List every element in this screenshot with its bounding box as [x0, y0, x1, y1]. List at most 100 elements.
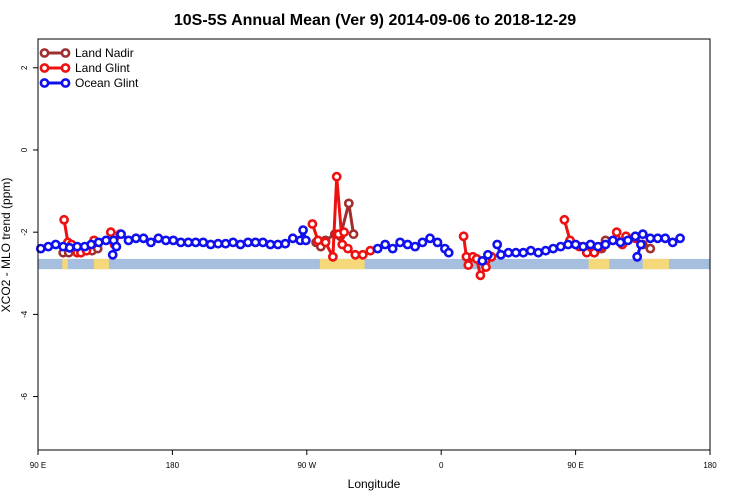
data-point	[72, 241, 83, 252]
data-point	[667, 237, 678, 248]
data-point	[153, 233, 164, 244]
y-tick-label: -2	[20, 228, 29, 236]
data-point	[475, 270, 486, 281]
data-point	[64, 242, 75, 253]
legend-label: Ocean Glint	[75, 76, 139, 90]
data-point	[593, 241, 603, 252]
data-point	[287, 233, 298, 244]
y-axis-label: XCO2 - MLO trend (ppm)	[0, 178, 13, 313]
data-point	[548, 243, 559, 254]
data-point	[611, 227, 622, 238]
series-ocean-glint	[35, 225, 685, 266]
data-point	[168, 235, 179, 246]
y-tick-label: 0	[20, 147, 29, 152]
data-point	[432, 237, 443, 248]
data-point	[463, 260, 474, 270]
data-point	[213, 238, 223, 249]
data-point	[243, 237, 253, 248]
data-point	[533, 247, 544, 258]
y-tick-label: 2	[20, 65, 29, 70]
x-axis-label: Longitude	[348, 477, 401, 491]
data-point	[410, 241, 420, 252]
data-point	[417, 237, 428, 248]
legend-marker	[60, 63, 71, 73]
data-point	[93, 237, 104, 248]
data-point	[331, 171, 342, 182]
x-axis: 90 E 180 90 W 0 90 E 180	[30, 450, 717, 470]
legend-marker	[60, 78, 71, 88]
land-band-2	[319, 258, 365, 270]
data-point	[563, 239, 573, 250]
land-band-0	[62, 258, 68, 270]
data-point	[50, 239, 61, 250]
data-point	[608, 235, 618, 246]
data-point	[495, 249, 506, 260]
data-point	[600, 239, 611, 250]
data-point	[257, 237, 268, 248]
data-point	[637, 229, 648, 240]
legend-label: Land Nadir	[75, 46, 134, 60]
data-point	[570, 239, 581, 250]
data-point	[198, 237, 209, 248]
x-tick-label: 90 E	[567, 461, 583, 470]
data-point	[458, 231, 469, 242]
data-point	[298, 225, 308, 235]
data-point	[105, 227, 116, 238]
data-point	[307, 219, 318, 229]
data-point	[482, 249, 493, 260]
data-point	[123, 235, 134, 246]
data-point	[518, 247, 529, 258]
x-tick-label: 90 W	[297, 461, 316, 470]
data-point	[357, 249, 368, 260]
data-point	[585, 239, 596, 250]
legend-label: Land Glint	[75, 61, 130, 75]
data-point	[101, 235, 111, 246]
data-point	[327, 251, 338, 262]
legend-item: Land Glint	[39, 61, 130, 75]
data-point	[630, 231, 641, 242]
data-point	[138, 233, 149, 244]
data-point	[86, 239, 97, 250]
data-point	[145, 237, 156, 248]
data-point	[175, 237, 186, 248]
data-point	[348, 229, 359, 240]
data-point	[339, 227, 349, 238]
data-point	[205, 239, 216, 250]
data-point	[280, 238, 291, 249]
data-point	[540, 245, 551, 256]
data-point	[525, 245, 536, 256]
data-point	[320, 237, 331, 248]
data-point	[387, 243, 398, 254]
data-point	[645, 243, 656, 254]
x-tick-label: 180	[703, 461, 717, 470]
land-band-3	[588, 258, 610, 270]
x-tick-label: 180	[166, 461, 180, 470]
data-point	[675, 233, 685, 244]
data-point	[380, 239, 391, 250]
legend-marker	[39, 48, 50, 58]
data-point	[636, 239, 646, 250]
data-point	[402, 239, 413, 250]
legend-marker	[60, 48, 71, 58]
data-point	[492, 239, 503, 250]
data-point	[190, 237, 201, 248]
y-tick-label: -4	[20, 310, 29, 318]
legend-marker	[39, 78, 50, 88]
data-point	[652, 233, 663, 244]
plot-frame	[37, 38, 711, 451]
data-point	[131, 233, 141, 244]
surface-type-band	[38, 258, 710, 270]
legend-marker	[39, 63, 50, 73]
data-point	[350, 249, 361, 260]
land-band-1	[94, 258, 109, 270]
data-point	[265, 239, 276, 250]
data-point	[477, 255, 488, 266]
data-point	[632, 251, 643, 262]
data-point	[425, 233, 435, 244]
data-point	[372, 243, 383, 254]
data-point	[503, 247, 514, 258]
data-point	[235, 239, 246, 250]
data-point	[59, 214, 69, 225]
